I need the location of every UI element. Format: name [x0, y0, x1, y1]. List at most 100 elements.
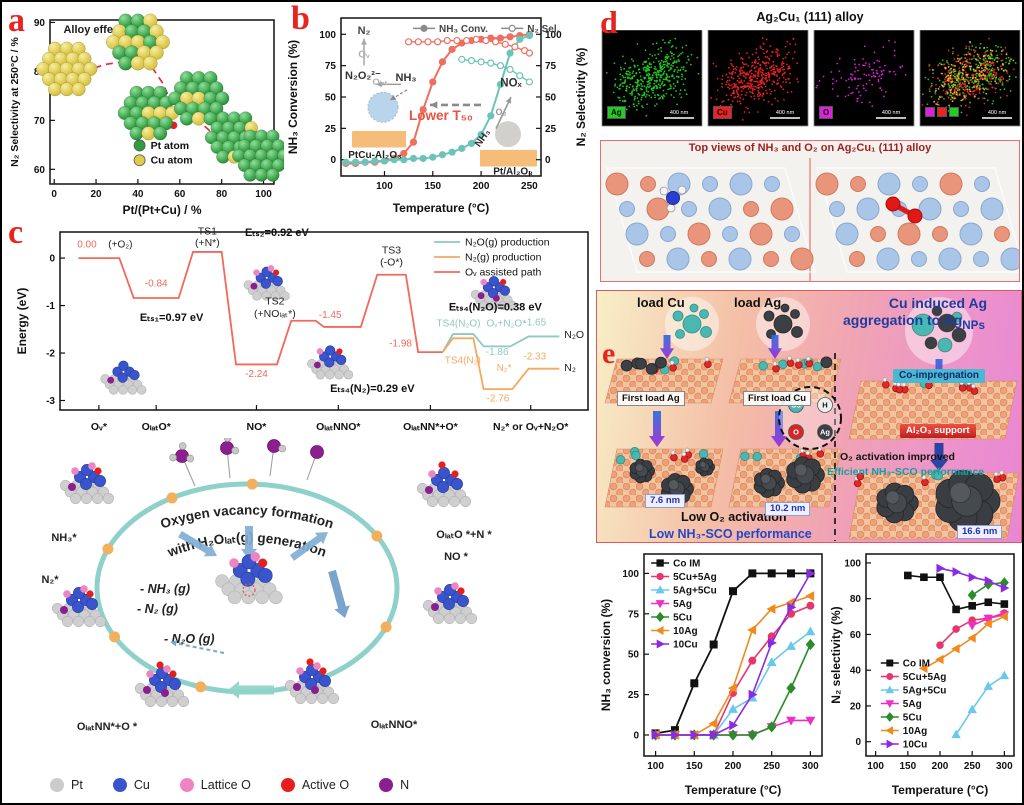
svg-text:OₗₐₜO*: OₗₐₜO*: [142, 421, 172, 433]
svg-text:60: 60: [850, 630, 862, 641]
svg-text:Oᵥ: Oᵥ: [358, 50, 370, 61]
svg-text:10Cu: 10Cu: [673, 640, 697, 651]
svg-text:- N₂O (g): - N₂O (g): [164, 632, 215, 646]
svg-text:Energy (eV): Energy (eV): [15, 288, 29, 355]
svg-text:TS1: TS1: [198, 225, 217, 237]
svg-text:0: 0: [51, 189, 57, 200]
svg-text:Eₜₛ₄(N₂)=0.29 eV: Eₜₛ₄(N₂)=0.29 eV: [330, 383, 415, 395]
svg-text:O₂: O₂: [496, 107, 507, 117]
svg-text:NH₃ conversion (%): NH₃ conversion (%): [599, 599, 613, 711]
eds-ag-label: Ag: [607, 106, 626, 119]
svg-text:80: 80: [216, 189, 228, 200]
legend-item-active-o: Active O: [280, 778, 349, 792]
overlay-ag-icon: [949, 107, 959, 117]
svg-text:75: 75: [325, 61, 337, 72]
svg-text:NO *: NO *: [444, 551, 469, 563]
svg-text:10Cu: 10Cu: [903, 740, 927, 751]
svg-text:0: 0: [330, 155, 336, 166]
svg-text:TS4(N₂O): TS4(N₂O): [437, 318, 481, 329]
svg-text:N₂(g) production: N₂(g) production: [465, 252, 542, 264]
svg-text:100: 100: [376, 181, 393, 192]
svg-text:100: 100: [622, 569, 639, 580]
svg-text:-1.98: -1.98: [389, 338, 412, 349]
svg-text:NH₃: NH₃: [396, 72, 417, 84]
svg-text:70: 70: [34, 116, 46, 127]
svg-text:NH₃*: NH₃*: [51, 532, 77, 544]
svg-text:N₂: N₂: [564, 362, 576, 374]
svg-text:100: 100: [844, 558, 861, 569]
svg-text:(+N*): (+N*): [195, 237, 220, 249]
panel-d: d Ag₂Cu₁ (111) alloy 400 nm 400 nm 400 nm 4…: [598, 6, 1022, 286]
svg-text:Lower T₅₀: Lower T₅₀: [409, 108, 473, 123]
svg-text:5Ag+5Cu: 5Ag+5Cu: [903, 686, 947, 697]
svg-text:0: 0: [49, 254, 55, 265]
panel-c-letter: c: [8, 214, 24, 251]
al2o3-support-chip: Al₂O₃ support: [900, 424, 976, 438]
overlay-cu-icon: [937, 107, 947, 117]
svg-text:100: 100: [867, 761, 884, 772]
svg-text:5Cu: 5Cu: [903, 713, 922, 724]
svg-text:N₂O(g) production: N₂O(g) production: [465, 237, 550, 249]
panel-a-letter: a: [8, 2, 25, 39]
svg-text:(+NOₗₐₜ*): (+NOₗₐₜ*): [254, 308, 296, 320]
load-ag-label: load Ag: [734, 295, 782, 310]
svg-text:-1.86: -1.86: [486, 347, 509, 358]
first-load-cu-chip: First load Cu: [743, 391, 812, 406]
svg-text:PtCu-Al₂O₃: PtCu-Al₂O₃: [348, 150, 402, 161]
svg-text:50: 50: [545, 93, 557, 104]
n2-selectivity-chart: 100 150 200 250 300 0 20 40 60 80 100 Temperature (…: [828, 548, 1022, 802]
top-views-box: Top views of NH₃ and O₂ on Ag₂Cu₁ (111) …: [600, 140, 1020, 282]
schematic-drawing: CuHOAg: [597, 291, 1021, 542]
svg-text:90: 90: [34, 18, 46, 29]
svg-text:5Cu+5Ag: 5Cu+5Ag: [903, 672, 947, 683]
schematic-title-line1: Cu induced Ag: [888, 295, 988, 311]
svg-text:200: 200: [932, 761, 949, 772]
svg-text:- NH₃ (g): - NH₃ (g): [140, 582, 190, 596]
svg-text:400 nm: 400 nm: [882, 110, 901, 116]
svg-text:Oᵥ+N₂O*: Oᵥ+N₂O*: [486, 318, 526, 329]
svg-text:N₂ Sel.: N₂ Sel.: [527, 24, 559, 35]
svg-text:100: 100: [545, 30, 562, 41]
svg-text:OₗₐₜNN*+O*: OₗₐₜNN*+O*: [403, 421, 459, 433]
efficient-performance-label: Efficient NH₃-SCO performance: [827, 466, 985, 478]
svg-text:5Cu: 5Cu: [673, 613, 692, 624]
svg-text:Co IM: Co IM: [673, 559, 700, 570]
first-load-ag-chip: First load Ag: [617, 391, 685, 406]
schematic-title-line2: aggregation to AgNPs: [843, 312, 985, 332]
svg-text:-2: -2: [46, 349, 55, 360]
svg-text:300: 300: [802, 761, 819, 772]
o2-activation-label: O₂ activation improved: [840, 451, 955, 463]
svg-text:-3: -3: [46, 396, 55, 407]
svg-text:10Ag: 10Ag: [673, 626, 697, 637]
svg-text:Pt/Al₂O₃: Pt/Al₂O₃: [493, 166, 533, 177]
svg-text:200: 200: [725, 761, 742, 772]
svg-text:NOₓ: NOₓ: [500, 78, 522, 90]
svg-text:TS3: TS3: [382, 244, 401, 256]
svg-text:TS4(N₂): TS4(N₂): [445, 355, 481, 366]
legend-item-cu: Cu: [112, 778, 150, 792]
low-o2-label: Low O₂ activation: [681, 510, 787, 524]
low-performance-label: Low NH₃-SCO performance: [649, 527, 812, 541]
legend-item-n: N: [379, 778, 409, 792]
svg-text:25: 25: [545, 124, 557, 135]
panel-c-atom-legend: Pt Cu Lattice O Active O N: [50, 778, 570, 792]
svg-text:400 nm: 400 nm: [988, 110, 1007, 116]
svg-text:5Ag: 5Ag: [673, 599, 692, 610]
svg-text:100: 100: [255, 189, 272, 200]
active-o-atom-icon: [280, 778, 295, 792]
svg-text:150: 150: [899, 761, 916, 772]
svg-text:80: 80: [850, 594, 862, 605]
top-views-lattices: [601, 158, 1019, 281]
svg-text:-0.84: -0.84: [145, 279, 168, 290]
svg-text:N₂* or Oᵥ+N₂O*: N₂* or Oᵥ+N₂O*: [493, 421, 569, 433]
svg-text:250: 250: [964, 761, 981, 772]
legend-item-pt: Pt: [50, 778, 83, 792]
panel-e-letter: e: [602, 337, 616, 370]
svg-text:Eₜₛ₄(N₂O)=0.38 eV: Eₜₛ₄(N₂O)=0.38 eV: [449, 301, 543, 313]
svg-text:100: 100: [647, 761, 664, 772]
svg-text:Oᵥ*: Oᵥ*: [91, 421, 108, 433]
svg-text:-1: -1: [46, 301, 55, 312]
panel-d-title: Ag₂Cu₁ (111) alloy: [756, 10, 864, 24]
svg-text:N₂*: N₂*: [497, 363, 512, 374]
